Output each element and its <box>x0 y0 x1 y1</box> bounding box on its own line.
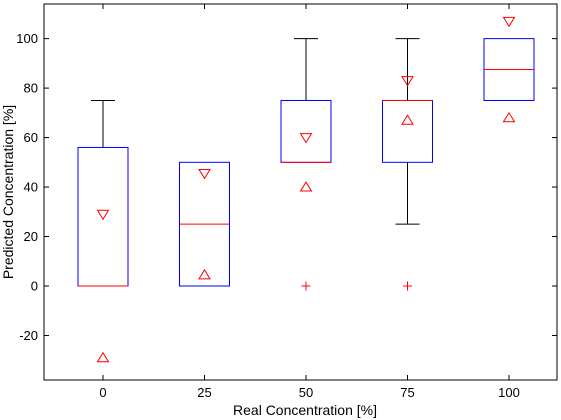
box-group-50 <box>280 38 332 291</box>
notch-lower-marker <box>401 114 414 125</box>
notch-upper-marker <box>299 133 313 144</box>
box-group-100 <box>483 16 535 123</box>
notch-lower-marker <box>502 111 516 123</box>
y-tick-label: 0 <box>31 279 38 294</box>
y-axis-label: Predicted Concentration [%] <box>0 105 16 279</box>
y-tick-label: 80 <box>24 81 38 96</box>
chart-marks: -20 0 20 40 60 80 100 0 25 50 75 100 <box>16 4 557 400</box>
y-tick-label: -20 <box>19 328 38 343</box>
notch-upper-marker <box>198 168 211 180</box>
outlier-marker <box>403 281 412 291</box>
x-axis-label: Real Concentration [%] <box>233 402 377 418</box>
x-tick-label: 75 <box>400 385 414 400</box>
box-group-0 <box>77 99 129 363</box>
y-tick-label: 100 <box>16 31 38 46</box>
notch-lower-marker <box>198 268 211 280</box>
x-tick-label: 0 <box>99 385 106 400</box>
x-tick-label: 100 <box>498 385 520 400</box>
notch-upper-marker <box>502 16 516 28</box>
notch-upper-marker <box>96 209 110 221</box>
plot-area <box>43 3 558 381</box>
y-tick-label: 20 <box>24 229 38 244</box>
x-tick-label: 50 <box>299 385 313 400</box>
box-group-25 <box>179 161 230 287</box>
y-tick-label: 60 <box>24 130 38 145</box>
notch-upper-marker <box>401 76 414 87</box>
y-tick-label: 40 <box>24 180 38 195</box>
notch-lower-marker <box>299 181 313 192</box>
notch-lower-marker <box>96 351 110 363</box>
box-group-75 <box>382 38 433 291</box>
outlier-marker <box>301 281 311 291</box>
x-tick-label: 25 <box>197 385 211 400</box>
